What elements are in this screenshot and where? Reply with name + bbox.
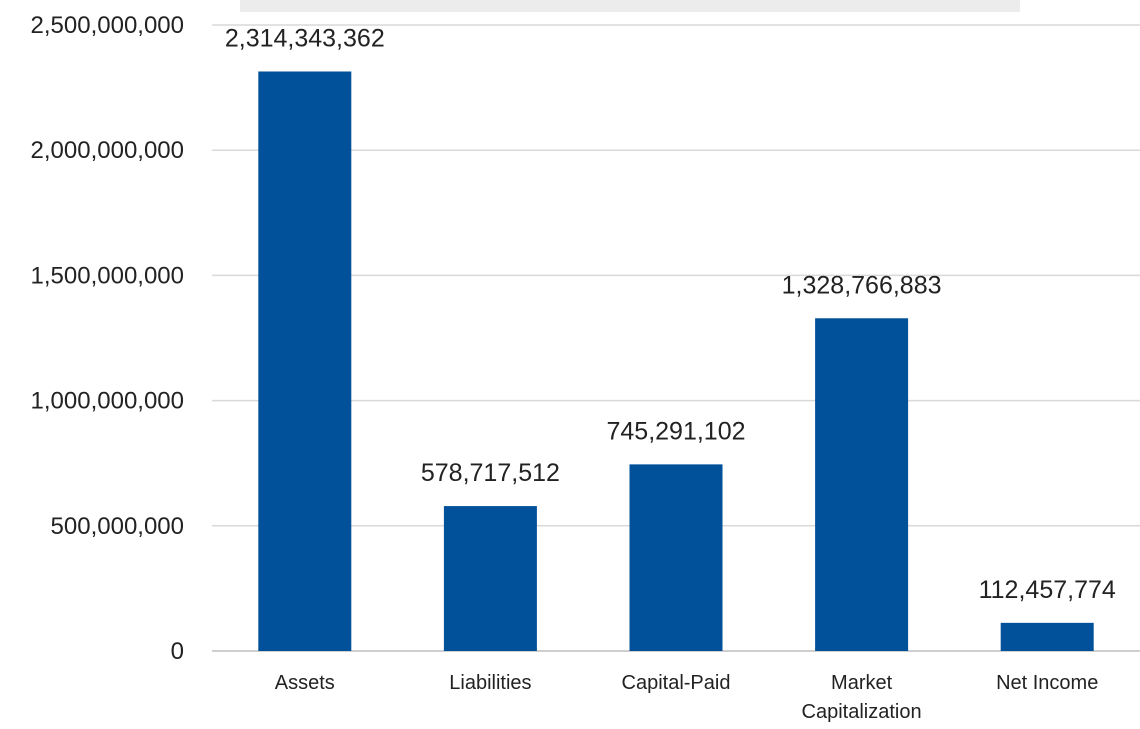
bar-capital-paid: [629, 464, 723, 651]
category-label-line: Net Income: [996, 672, 1098, 694]
data-label: 578,717,512: [421, 459, 560, 487]
category-label: Net Income: [996, 672, 1098, 694]
top-banner-strip: [240, 0, 1020, 12]
y-tick-label: 1,000,000,000: [31, 388, 184, 415]
data-label: 2,314,343,362: [225, 24, 385, 52]
category-label: Assets: [275, 672, 335, 694]
category-label-line: Capital-Paid: [622, 672, 731, 694]
category-label-line: Market: [831, 672, 893, 694]
y-axis-tick-labels: 0 500,000,000 1,000,000,000 1,500,000,000 2,…: [31, 12, 184, 665]
y-tick-label: 1,500,000,000: [31, 262, 184, 289]
category-label-line: Capitalization: [802, 701, 922, 723]
category-label: Liabilities: [449, 672, 531, 694]
category-label-line: Assets: [275, 672, 335, 694]
data-label: 1,328,766,883: [782, 271, 942, 299]
y-tick-label: 0: [171, 638, 184, 665]
bars: [258, 71, 1094, 652]
category-label-line: Liabilities: [449, 672, 531, 694]
y-tick-label: 500,000,000: [51, 513, 184, 540]
y-tick-label: 2,000,000,000: [31, 137, 184, 164]
bar-net-income: [1000, 622, 1094, 651]
category-labels: Assets Liabilities Capital-Paid Market Capit…: [275, 672, 1099, 723]
data-label: 745,291,102: [606, 417, 745, 445]
bar-market-capitalization: [815, 318, 909, 651]
gridlines: [212, 24, 1140, 652]
category-label: Capital-Paid: [622, 672, 731, 694]
data-label: 112,457,774: [979, 576, 1116, 604]
category-label: Market Capitalization: [802, 672, 922, 723]
y-tick-label: 2,500,000,000: [31, 12, 184, 39]
bar-liabilities: [443, 506, 537, 651]
bar-assets: [258, 71, 352, 652]
data-labels: 2,314,343,362 578,717,512 745,291,102 1,328…: [225, 24, 1116, 603]
